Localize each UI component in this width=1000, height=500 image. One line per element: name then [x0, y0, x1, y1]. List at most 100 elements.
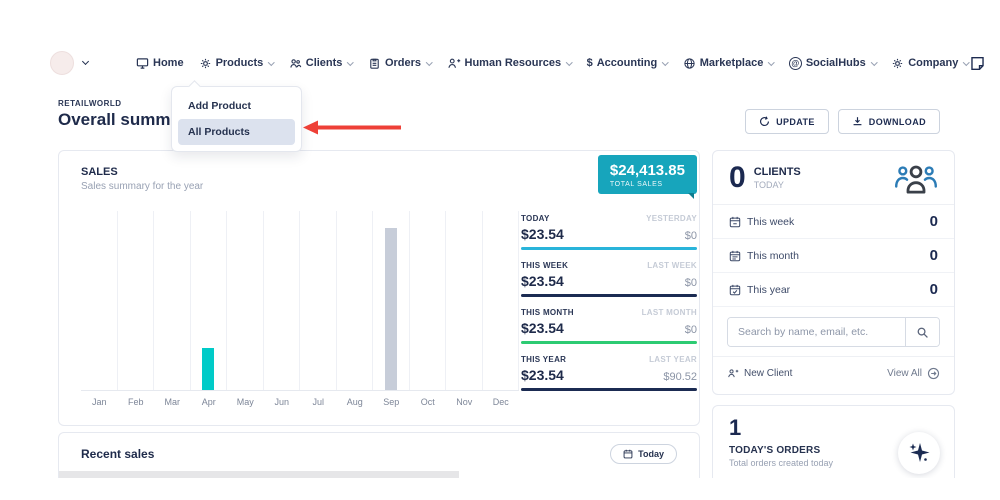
clipboard-icon [368, 57, 381, 70]
total-sales-value: $24,413.85 [610, 162, 685, 179]
notes-button[interactable] [969, 55, 986, 72]
new-client-button[interactable]: New Client [727, 368, 792, 379]
clients-row-label: This month [747, 250, 799, 262]
nav-socialhubs[interactable]: @ SocialHubs [789, 57, 876, 70]
breadcrumb: RETAILWORLD [58, 99, 122, 108]
gear-icon [891, 57, 904, 70]
chart-bar-sep [385, 228, 397, 390]
clients-header: 0 CLIENTS TODAY [713, 151, 954, 205]
nav-label: Products [216, 57, 264, 69]
stat-underline [521, 247, 697, 250]
clients-count: 0 [729, 163, 746, 193]
chart-column-aug [337, 211, 374, 390]
menu-item-all-products[interactable]: All Products [178, 119, 295, 145]
clients-search-section [713, 307, 954, 356]
chart-axis-label: May [227, 397, 264, 407]
download-button[interactable]: DOWNLOAD [838, 109, 940, 134]
chart-axis-label: Jan [81, 397, 118, 407]
nav-label: SocialHubs [806, 57, 866, 69]
chart-axis-label: Sep [373, 397, 410, 407]
view-all-link[interactable]: View All [887, 367, 940, 380]
total-sales-badge: $24,413.85 TOTAL SALES [598, 155, 697, 194]
stat-compare-label: LAST YEAR [649, 355, 697, 364]
gear-icon [199, 57, 212, 70]
stat-underline [521, 388, 697, 391]
workspace-switcher[interactable] [50, 51, 88, 75]
nav-human-resources[interactable]: Human Resources [447, 57, 572, 70]
chevron-down-icon [662, 59, 668, 65]
chart-axis-label: Feb [118, 397, 155, 407]
client-search-input[interactable] [728, 318, 905, 346]
people-group-icon [894, 162, 938, 194]
stat-compare-value: $0 [685, 324, 697, 336]
orders-action-button[interactable] [898, 432, 940, 474]
chart-column-jul [300, 211, 337, 390]
sales-card-subtitle: Sales summary for the year [81, 181, 203, 192]
calendar-check-icon [729, 284, 741, 296]
calendar-grid-icon [729, 250, 741, 262]
nav-accounting[interactable]: $ Accounting [587, 57, 668, 69]
top-navbar: Home Products Clients Orders Human Resou… [50, 45, 948, 81]
chart-axis-label: Aug [337, 397, 374, 407]
stat-value: $23.54 [521, 367, 564, 383]
nav-label: Company [908, 57, 958, 69]
chart-axis-label: Jun [264, 397, 301, 407]
stat-label: THIS WEEK [521, 261, 568, 270]
chevron-down-icon [871, 59, 877, 65]
nav-home[interactable]: Home [136, 57, 184, 70]
clients-title: CLIENTS [754, 166, 801, 178]
clients-row-value: 0 [930, 281, 938, 298]
sales-card: SALES Sales summary for the year $24,413… [58, 150, 700, 426]
clients-row-month: This month 0 [713, 239, 954, 273]
stat-compare-label: LAST WEEK [647, 261, 697, 270]
stat-value: $23.54 [521, 226, 564, 242]
clients-row-value: 0 [930, 213, 938, 230]
today-filter-label: Today [638, 449, 664, 459]
stat-value: $23.54 [521, 320, 564, 336]
stat-underline [521, 341, 697, 344]
update-button[interactable]: UPDATE [745, 109, 829, 134]
stat-compare-label: YESTERDAY [646, 214, 697, 223]
clients-row-value: 0 [930, 247, 938, 264]
products-dropdown-menu: Add Product All Products [171, 86, 302, 152]
nav-label: Clients [306, 57, 343, 69]
chevron-down-icon [348, 59, 354, 65]
update-label: UPDATE [776, 117, 815, 127]
sales-chart-axis: JanFebMarAprMayJunJulAugSepOctNovDec [81, 397, 519, 407]
chevron-down-icon [768, 59, 774, 65]
stat-this-month: THIS MONTHLAST MONTH $23.54$0 [521, 308, 697, 344]
chart-column-apr [191, 211, 228, 390]
stat-today: TODAYYESTERDAY $23.54$0 [521, 214, 697, 250]
chart-axis-label: Mar [154, 397, 191, 407]
chart-column-oct [410, 211, 447, 390]
download-icon [852, 116, 863, 127]
nav-label: Orders [385, 57, 421, 69]
nav-products[interactable]: Products [199, 57, 274, 70]
stat-label: TODAY [521, 214, 550, 223]
sales-stats: TODAY YESTERDAY $23.54 $0 THIS WEEK LAST WE… [521, 214, 697, 402]
view-all-label: View All [887, 368, 922, 379]
nav-company[interactable]: Company [891, 57, 969, 70]
chart-axis-label: Jul [300, 397, 337, 407]
chart-column-may [227, 211, 264, 390]
stat-this-week: THIS WEEK LAST WEEK $23.54 $0 [521, 261, 697, 297]
chart-bar-apr [202, 348, 214, 390]
stat-compare-value: $0 [685, 277, 697, 289]
nav-orders[interactable]: Orders [368, 57, 432, 70]
client-search-button[interactable] [905, 318, 939, 346]
search-icon [916, 326, 929, 339]
nav-marketplace[interactable]: Marketplace [683, 57, 774, 70]
chart-column-jan [81, 211, 118, 390]
workspace-logo [50, 51, 74, 75]
at-icon: @ [789, 57, 802, 70]
stat-value: $23.54 [521, 273, 564, 289]
nav-clients[interactable]: Clients [289, 57, 353, 70]
header-actions: UPDATE DOWNLOAD [745, 109, 940, 134]
total-sales-label: TOTAL SALES [610, 181, 685, 188]
today-filter-button[interactable]: Today [610, 444, 677, 464]
chevron-down-icon [268, 59, 274, 65]
clients-row-year: This year 0 [713, 273, 954, 307]
chart-column-dec [483, 211, 520, 390]
monitor-icon [136, 57, 149, 70]
menu-item-add-product[interactable]: Add Product [178, 93, 295, 119]
